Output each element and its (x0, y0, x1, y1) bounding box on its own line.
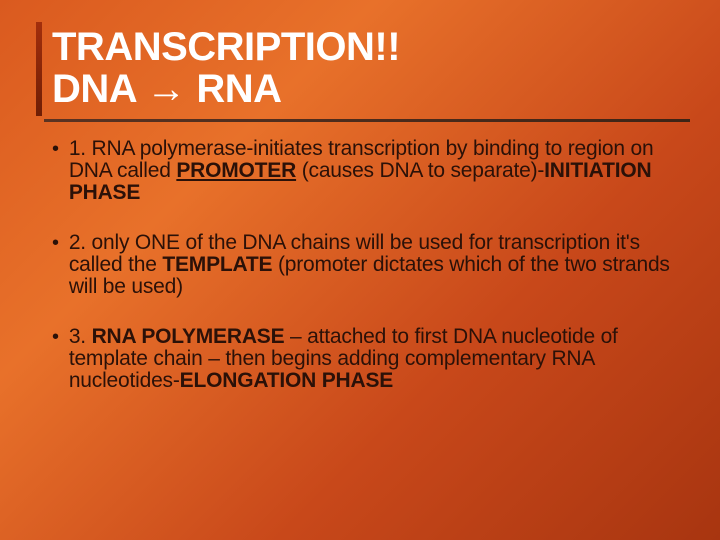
title-underline (44, 119, 690, 122)
list-item: • 3. RNA POLYMERASE – attached to first … (70, 326, 670, 392)
list-item: • 2. only ONE of the DNA chains will be … (70, 232, 670, 298)
bullet-icon: • (52, 138, 59, 160)
list-item: • 1. RNA polymerase-initiates transcript… (70, 138, 670, 204)
bullet-text: 2. only ONE of the DNA chains will be us… (69, 232, 670, 298)
bullet-icon: • (52, 326, 59, 348)
bullet-text: 1. RNA polymerase-initiates transcriptio… (69, 138, 670, 204)
bullet-text: 3. RNA POLYMERASE – attached to first DN… (69, 326, 670, 392)
content-region: • 1. RNA polymerase-initiates transcript… (0, 124, 720, 440)
bullet-icon: • (52, 232, 59, 254)
title-region: TRANSCRIPTION!! DNA → RNA (0, 0, 720, 124)
title-line2-a: DNA (52, 67, 146, 111)
slide-title: TRANSCRIPTION!! DNA → RNA (52, 26, 680, 110)
title-line2-b: RNA (186, 67, 282, 111)
arrow-icon: → (146, 67, 186, 111)
title-accent-bar (36, 22, 42, 116)
title-line1: TRANSCRIPTION!! (52, 25, 400, 69)
